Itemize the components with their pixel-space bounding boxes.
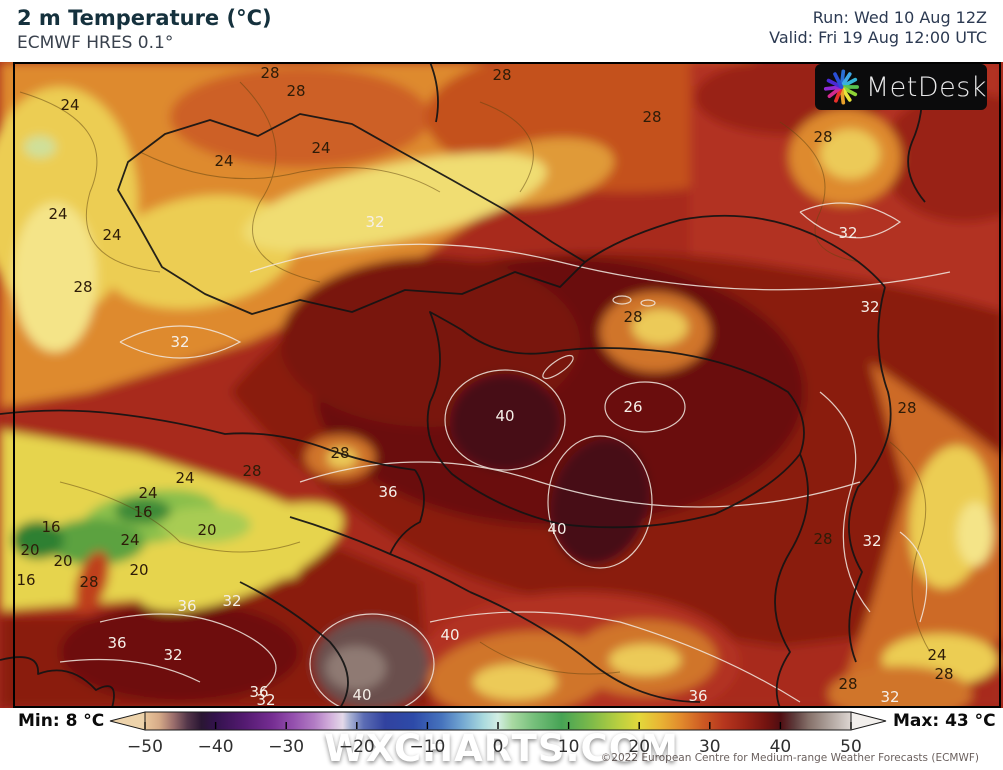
contour-lines-dark	[19, 81, 931, 675]
page-title: 2 m Temperature (°C)	[17, 6, 272, 30]
metdesk-starburst-icon	[823, 69, 859, 105]
svg-text:24: 24	[311, 139, 330, 157]
copyright-text: ©2022 European Centre for Medium-range W…	[600, 752, 979, 764]
svg-text:36: 36	[688, 687, 707, 705]
temperature-field	[0, 62, 1003, 708]
run-text: Run: Wed 10 Aug 12Z	[812, 8, 987, 27]
svg-text:28: 28	[813, 128, 832, 146]
watermark: WXCHARTS.COM	[324, 727, 679, 770]
svg-text:32: 32	[256, 691, 275, 708]
svg-text:40: 40	[495, 407, 514, 425]
map-frame	[13, 62, 1001, 708]
colorbar-ticks	[144, 722, 852, 729]
svg-text:36: 36	[249, 683, 268, 701]
svg-text:−30: −30	[268, 737, 304, 757]
svg-text:16: 16	[133, 503, 152, 521]
colorbar-gradient-bar	[144, 711, 852, 731]
colorbar-svg: −50 −40 −30 −20 −10 0 10 20 30 40 50	[109, 711, 887, 757]
svg-text:−10: −10	[409, 737, 445, 757]
metdesk-logo: MetDesk	[815, 64, 987, 110]
svg-text:24: 24	[120, 531, 139, 549]
svg-text:20: 20	[20, 541, 39, 559]
metdesk-logo-text: MetDesk	[865, 71, 987, 103]
svg-text:20: 20	[53, 552, 72, 570]
svg-text:32: 32	[170, 333, 189, 351]
svg-text:28: 28	[897, 399, 916, 417]
colorbar-right-arrow	[850, 711, 887, 731]
svg-text:28: 28	[623, 308, 642, 326]
svg-text:24: 24	[927, 646, 946, 664]
svg-text:20: 20	[197, 521, 216, 539]
svg-text:24: 24	[60, 96, 79, 114]
svg-text:32: 32	[365, 213, 384, 231]
svg-text:24: 24	[48, 205, 67, 223]
svg-text:16: 16	[41, 518, 60, 536]
contour-lines-white	[59, 202, 951, 708]
svg-text:40: 40	[770, 737, 792, 757]
svg-text:10: 10	[558, 737, 580, 757]
svg-text:40: 40	[352, 686, 371, 704]
model-subtitle: ECMWF HRES 0.1°	[17, 33, 174, 53]
svg-text:50: 50	[840, 737, 862, 757]
svg-text:32: 32	[880, 688, 899, 706]
svg-text:40: 40	[547, 520, 566, 538]
colorbar-max-label: Max: 43 °C	[893, 711, 996, 731]
svg-text:28: 28	[813, 530, 832, 548]
svg-text:24: 24	[102, 226, 121, 244]
colorbar-left-arrow	[109, 711, 146, 731]
svg-text:16: 16	[16, 571, 35, 589]
svg-text:36: 36	[378, 483, 397, 501]
colorbar-min-label: Min: 8 °C	[18, 711, 105, 731]
svg-text:28: 28	[242, 462, 261, 480]
svg-text:−40: −40	[198, 737, 234, 757]
svg-text:28: 28	[492, 66, 511, 84]
svg-text:30: 30	[699, 737, 721, 757]
svg-text:28: 28	[286, 82, 305, 100]
svg-text:28: 28	[330, 444, 349, 462]
run-valid-block: Run: Wed 10 Aug 12Z Valid: Fri 19 Aug 12…	[769, 8, 987, 48]
svg-text:36: 36	[107, 634, 126, 652]
svg-text:24: 24	[175, 469, 194, 487]
svg-text:28: 28	[260, 64, 279, 82]
country-borders	[0, 62, 926, 708]
svg-text:32: 32	[163, 646, 182, 664]
svg-text:32: 32	[860, 298, 879, 316]
svg-text:40: 40	[440, 626, 459, 644]
svg-text:−20: −20	[339, 737, 375, 757]
colorbar-tick-labels: −50 −40 −30 −20 −10 0 10 20 30 40 50	[127, 737, 862, 757]
svg-text:28: 28	[642, 108, 661, 126]
valid-text: Valid: Fri 19 Aug 12:00 UTC	[769, 28, 987, 47]
svg-text:20: 20	[129, 561, 148, 579]
svg-text:36: 36	[177, 597, 196, 615]
svg-text:0: 0	[493, 737, 504, 757]
svg-text:28: 28	[73, 278, 92, 296]
svg-text:32: 32	[222, 592, 241, 610]
svg-text:32: 32	[862, 532, 881, 550]
svg-text:26: 26	[623, 398, 642, 416]
svg-text:−50: −50	[127, 737, 163, 757]
temperature-map: 24 28 28 24 24 24 24 28 28 28 28 28 28 28 28 24 24 16 16 20…	[0, 62, 1003, 770]
svg-text:20: 20	[628, 737, 650, 757]
svg-text:28: 28	[934, 665, 953, 683]
svg-text:24: 24	[138, 484, 157, 502]
svg-text:28: 28	[838, 675, 857, 693]
svg-text:32: 32	[838, 224, 857, 242]
svg-text:24: 24	[214, 152, 233, 170]
svg-text:28: 28	[79, 573, 98, 591]
